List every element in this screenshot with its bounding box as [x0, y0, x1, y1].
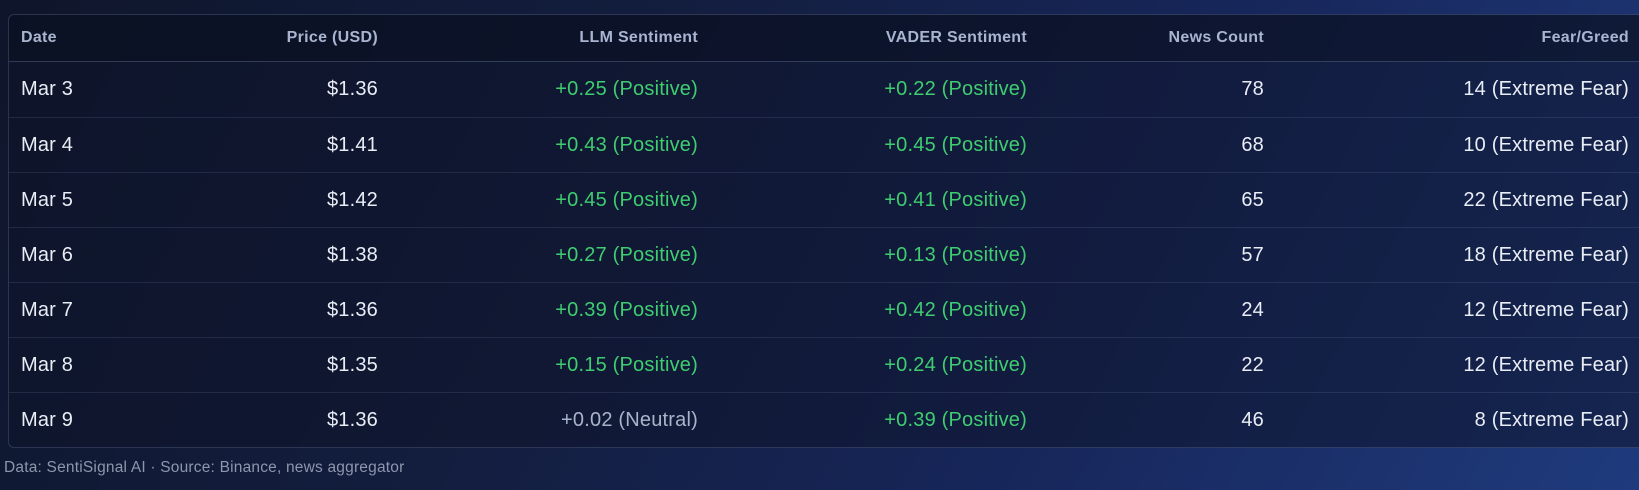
news-count-cell: 46 [1241, 408, 1264, 431]
column-header-fear-greed: Fear/Greed [1541, 29, 1629, 46]
data-source-note: Data: SentiSignal AI · Source: Binance, … [4, 459, 405, 476]
vader-sentiment-cell: +0.41 (Positive) [884, 188, 1027, 211]
date-cell: Mar 5 [21, 188, 74, 211]
llm-sentiment-cell: +0.43 (Positive) [555, 133, 698, 156]
llm-sentiment-cell: +0.45 (Positive) [555, 188, 698, 211]
column-header-news-count: News Count [1168, 29, 1264, 46]
fear-greed-cell: 12 (Extreme Fear) [1463, 353, 1629, 376]
sentiment-data-table: Date Price (USD) LLM Sentiment VADER Sen… [8, 14, 1639, 448]
price-cell: $1.35 [326, 353, 378, 376]
table-row: Mar 6 $1.38 +0.27 (Positive) +0.13 (Posi… [9, 227, 1639, 282]
vader-sentiment-cell: +0.22 (Positive) [884, 78, 1027, 100]
price-cell: $1.42 [326, 188, 378, 211]
fear-greed-cell: 12 (Extreme Fear) [1463, 298, 1629, 321]
table-row: Mar 3 $1.36 +0.25 (Positive) +0.22 (Posi… [9, 62, 1639, 117]
price-cell: $1.38 [326, 243, 378, 266]
date-cell: Mar 4 [21, 133, 74, 156]
vader-sentiment-cell: +0.13 (Positive) [884, 243, 1027, 266]
table-header-row: Date Price (USD) LLM Sentiment VADER Sen… [9, 15, 1639, 62]
fear-greed-cell: 14 (Extreme Fear) [1463, 78, 1629, 100]
column-header-vader-sentiment: VADER Sentiment [885, 29, 1027, 46]
date-cell: Mar 8 [21, 353, 74, 376]
table-row: Mar 4 $1.41 +0.43 (Positive) +0.45 (Posi… [9, 117, 1639, 172]
news-count-cell: 78 [1241, 78, 1264, 100]
llm-sentiment-cell: +0.27 (Positive) [555, 243, 698, 266]
llm-sentiment-cell: +0.15 (Positive) [555, 353, 698, 376]
vader-sentiment-cell: +0.45 (Positive) [884, 133, 1027, 156]
vader-sentiment-cell: +0.24 (Positive) [884, 353, 1027, 376]
llm-sentiment-cell: +0.25 (Positive) [555, 78, 698, 100]
table-row: Mar 9 $1.36 +0.02 (Neutral) +0.39 (Posit… [9, 392, 1639, 447]
vader-sentiment-cell: +0.39 (Positive) [884, 408, 1027, 431]
news-count-cell: 57 [1241, 243, 1264, 266]
llm-sentiment-cell: +0.39 (Positive) [555, 298, 698, 321]
price-cell: $1.36 [326, 78, 378, 100]
column-header-date: Date [21, 29, 57, 46]
price-cell: $1.36 [326, 408, 378, 431]
llm-sentiment-cell: +0.02 (Neutral) [561, 408, 698, 431]
fear-greed-cell: 18 (Extreme Fear) [1463, 243, 1629, 266]
date-cell: Mar 6 [21, 243, 74, 266]
news-count-cell: 22 [1241, 353, 1264, 376]
price-cell: $1.41 [326, 133, 378, 156]
column-header-price: Price (USD) [286, 29, 378, 46]
fear-greed-cell: 10 (Extreme Fear) [1463, 133, 1629, 156]
date-cell: Mar 3 [21, 78, 74, 100]
vader-sentiment-cell: +0.42 (Positive) [884, 298, 1027, 321]
table-row: Mar 5 $1.42 +0.45 (Positive) +0.41 (Posi… [9, 172, 1639, 227]
table-row: Mar 8 $1.35 +0.15 (Positive) +0.24 (Posi… [9, 337, 1639, 392]
fear-greed-cell: 8 (Extreme Fear) [1474, 408, 1629, 431]
table-row: Mar 7 $1.36 +0.39 (Positive) +0.42 (Posi… [9, 282, 1639, 337]
date-cell: Mar 9 [21, 408, 74, 431]
news-count-cell: 65 [1241, 188, 1264, 211]
price-cell: $1.36 [326, 298, 378, 321]
date-cell: Mar 7 [21, 298, 74, 321]
news-count-cell: 68 [1241, 133, 1264, 156]
column-header-llm-sentiment: LLM Sentiment [579, 29, 698, 46]
fear-greed-cell: 22 (Extreme Fear) [1463, 188, 1629, 211]
news-count-cell: 24 [1241, 298, 1264, 321]
